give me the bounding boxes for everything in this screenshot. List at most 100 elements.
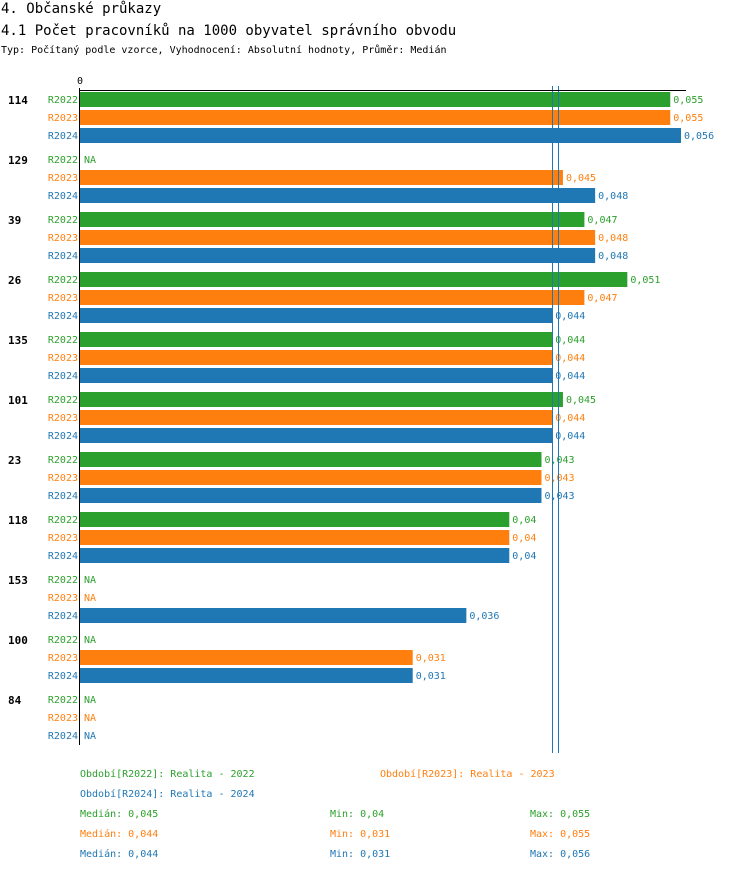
- value-label: 0,043: [544, 473, 574, 484]
- series-label: R2022: [48, 455, 78, 466]
- legend-max-r2022: Max: 0,055: [530, 809, 591, 820]
- bar: [80, 410, 553, 425]
- bar: [80, 188, 596, 203]
- legend-min-r2024: Min: 0,031: [330, 849, 391, 860]
- series-label: R2023: [48, 473, 78, 484]
- series-label: R2024: [48, 131, 78, 142]
- value-label: 0,04: [512, 533, 536, 544]
- category-label: 129: [8, 154, 28, 167]
- category-label: 153: [8, 574, 28, 587]
- bar: [80, 668, 413, 683]
- value-label: 0,04: [512, 551, 536, 562]
- series-label: R2023: [48, 413, 78, 424]
- value-label: 0,031: [416, 653, 446, 664]
- bar-chart: 0 114 R2022 0,055 R2023 0,055 R2024 0,056 129 R20…: [8, 76, 714, 753]
- series-label: R2023: [48, 533, 78, 544]
- value-label: 0,036: [469, 611, 499, 622]
- bar: [80, 110, 671, 125]
- bar: [80, 392, 563, 407]
- bar: [80, 350, 553, 365]
- legend-median-r2024: Medián: 0,044: [80, 849, 159, 860]
- na-label: NA: [84, 695, 96, 706]
- series-label: R2023: [48, 593, 78, 604]
- series-label: R2022: [48, 575, 78, 586]
- value-label: 0,048: [598, 233, 628, 244]
- bar: [80, 290, 585, 305]
- category-label: 101: [8, 394, 28, 407]
- value-label: 0,055: [673, 113, 703, 124]
- series-label: R2024: [48, 311, 78, 322]
- category-label: 114: [8, 94, 28, 107]
- na-label: NA: [84, 575, 96, 586]
- na-label: NA: [84, 593, 96, 604]
- category-label: 84: [8, 694, 22, 707]
- bar: [80, 332, 553, 347]
- bar: [80, 170, 563, 185]
- series-label: R2022: [48, 635, 78, 646]
- value-label: 0,056: [684, 131, 714, 142]
- value-label: 0,048: [598, 251, 628, 262]
- series-label: R2023: [48, 293, 78, 304]
- bar: [80, 272, 628, 287]
- value-label: 0,044: [555, 431, 585, 442]
- legend-max-r2024: Max: 0,056: [530, 849, 591, 860]
- na-label: NA: [84, 635, 96, 646]
- series-label: R2023: [48, 353, 78, 364]
- series-label: R2024: [48, 371, 78, 382]
- axis-origin-label: 0: [77, 76, 83, 87]
- bar: [80, 608, 467, 623]
- bar: [80, 368, 553, 383]
- value-label: 0,044: [555, 335, 585, 346]
- bar: [80, 308, 553, 323]
- series-label: R2024: [48, 431, 78, 442]
- bar: [80, 488, 542, 503]
- series-label: R2024: [48, 251, 78, 262]
- value-label: 0,031: [416, 671, 446, 682]
- value-label: 0,044: [555, 371, 585, 382]
- value-label: 0,047: [587, 293, 617, 304]
- value-label: 0,051: [630, 275, 660, 286]
- legend-max-r2023: Max: 0,055: [530, 829, 591, 840]
- bar: [80, 212, 585, 227]
- category-label: 26: [8, 274, 22, 287]
- bar: [80, 470, 542, 485]
- category-label: 39: [8, 214, 21, 227]
- chart-subtitle: Typ: Počítaný podle vzorce, Vyhodnocení:…: [1, 45, 447, 56]
- bar: [80, 650, 413, 665]
- bar: [80, 530, 510, 545]
- na-label: NA: [84, 713, 96, 724]
- series-label: R2023: [48, 173, 78, 184]
- bar: [80, 512, 510, 527]
- series-label: R2024: [48, 731, 78, 742]
- series-label: R2022: [48, 95, 78, 106]
- legend-period-r2024: Období[R2024]: Realita - 2024: [80, 789, 255, 800]
- value-label: 0,047: [587, 215, 617, 226]
- bar: [80, 452, 542, 467]
- value-label: 0,044: [555, 353, 585, 364]
- series-label: R2023: [48, 113, 78, 124]
- category-label: 118: [8, 514, 28, 527]
- value-label: 0,044: [555, 413, 585, 424]
- series-label: R2024: [48, 671, 78, 682]
- series-label: R2022: [48, 515, 78, 526]
- category-label: 23: [8, 454, 21, 467]
- bar: [80, 248, 596, 263]
- legend-period-r2023: Období[R2023]: Realita - 2023: [380, 769, 555, 780]
- value-label: 0,043: [544, 455, 574, 466]
- chart-title: 4.1 Počet pracovníků na 1000 obyvatel sp…: [1, 23, 457, 39]
- legend-min-r2023: Min: 0,031: [330, 829, 391, 840]
- legend-median-r2022: Medián: 0,045: [80, 809, 159, 820]
- category-label: 135: [8, 334, 28, 347]
- value-label: 0,044: [555, 311, 585, 322]
- value-label: 0,048: [598, 191, 628, 202]
- series-label: R2022: [48, 275, 78, 286]
- series-label: R2024: [48, 491, 78, 502]
- series-label: R2022: [48, 695, 78, 706]
- bar: [80, 230, 596, 245]
- bar: [80, 92, 671, 107]
- value-label: 0,043: [544, 491, 574, 502]
- legend-median-r2023: Medián: 0,044: [80, 829, 159, 840]
- na-label: NA: [84, 155, 96, 166]
- series-label: R2022: [48, 155, 78, 166]
- legend-period-r2022: Období[R2022]: Realita - 2022: [80, 769, 255, 780]
